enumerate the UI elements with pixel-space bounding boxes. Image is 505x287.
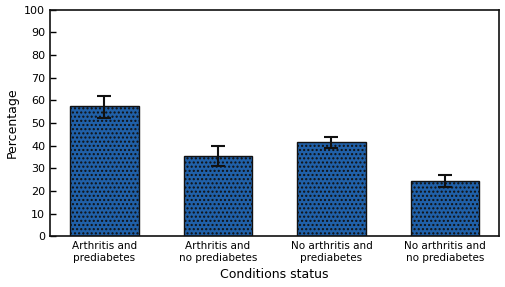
X-axis label: Conditions status: Conditions status	[221, 268, 329, 282]
Bar	[297, 142, 366, 236]
Y-axis label: Percentage: Percentage	[6, 88, 19, 158]
Bar	[70, 106, 138, 236]
Bar	[411, 181, 479, 236]
Bar	[184, 156, 252, 236]
